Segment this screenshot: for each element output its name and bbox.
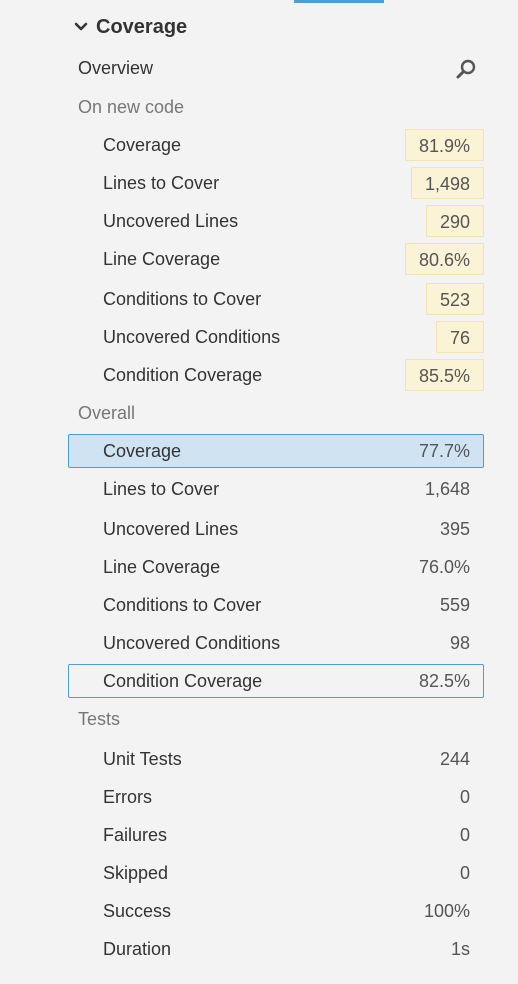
metric-value: 1,648: [424, 479, 470, 499]
metric-value: 290: [425, 205, 484, 237]
metric-row[interactable]: Conditions to Cover 523: [68, 282, 484, 316]
metric-label: Uncovered Lines: [103, 211, 239, 231]
metric-row[interactable]: Errors 0: [68, 780, 484, 814]
metric-label: Line Coverage: [103, 557, 221, 577]
metric-value: 76: [435, 321, 484, 353]
metric-row[interactable]: Coverage 81.9%: [68, 128, 484, 162]
metric-label: Unit Tests: [103, 749, 182, 769]
metric-label: Uncovered Lines: [103, 519, 239, 539]
metric-row[interactable]: Unit Tests 244: [68, 742, 484, 776]
chevron-down-icon[interactable]: [72, 18, 90, 36]
metric-value: 100%: [423, 901, 470, 921]
metric-row[interactable]: Conditions to Cover 559: [68, 588, 484, 622]
metric-value: 82.5%: [418, 671, 470, 691]
metric-label: Condition Coverage: [103, 671, 263, 691]
metric-value: 0: [459, 825, 470, 845]
metric-row[interactable]: Duration 1s: [68, 932, 484, 966]
metric-label: Uncovered Conditions: [103, 327, 281, 347]
metric-value: 559: [439, 595, 470, 615]
metric-value: 85.5%: [404, 359, 484, 391]
metric-label: Skipped: [103, 863, 169, 883]
metric-label: Conditions to Cover: [103, 289, 262, 309]
metric-row[interactable]: Line Coverage 76.0%: [68, 550, 484, 584]
metric-value: 1s: [450, 939, 470, 959]
metric-value: 395: [439, 519, 470, 539]
metric-label: Line Coverage: [103, 249, 221, 269]
metric-label: Uncovered Conditions: [103, 633, 281, 653]
metric-value: 1,498: [410, 167, 484, 199]
section-label-new-code: On new code: [78, 97, 185, 117]
metric-value: 0: [459, 787, 470, 807]
metric-label: Errors: [103, 787, 152, 807]
metric-label: Lines to Cover: [103, 479, 220, 499]
metric-row[interactable]: Lines to Cover 1,648: [68, 472, 484, 506]
metric-row[interactable]: Condition Coverage 85.5%: [68, 358, 484, 392]
metric-row[interactable]: Skipped 0: [68, 856, 484, 890]
metric-row[interactable]: Success 100%: [68, 894, 484, 928]
metric-row-focused[interactable]: Condition Coverage 82.5%: [68, 664, 484, 698]
metric-label: Coverage: [103, 441, 182, 461]
search-icon[interactable]: [454, 57, 478, 81]
overview-label: Overview: [78, 58, 154, 78]
metric-value: 77.7%: [418, 441, 470, 461]
metric-label: Coverage: [103, 135, 182, 155]
metric-row[interactable]: Uncovered Lines 290: [68, 204, 484, 238]
section-label-overall: Overall: [78, 403, 136, 423]
metric-value: 80.6%: [404, 243, 484, 275]
metric-label: Failures: [103, 825, 168, 845]
metric-label: Success: [103, 901, 172, 921]
metric-label: Duration: [103, 939, 172, 959]
coverage-section-header[interactable]: Coverage: [72, 12, 187, 42]
metric-label: Lines to Cover: [103, 173, 220, 193]
metric-row[interactable]: Uncovered Lines 395: [68, 512, 484, 546]
metric-label: Condition Coverage: [103, 365, 263, 385]
metric-row-selected[interactable]: Coverage 77.7%: [68, 434, 484, 468]
metric-value: 0: [459, 863, 470, 883]
metric-value: 81.9%: [404, 129, 484, 161]
active-tab-indicator: [294, 0, 384, 3]
overview-item[interactable]: Overview: [68, 51, 484, 85]
metric-value: 523: [425, 283, 484, 315]
section-label-tests: Tests: [78, 709, 121, 729]
section-title: Coverage: [96, 15, 188, 38]
metric-row[interactable]: Lines to Cover 1,498: [68, 166, 484, 200]
metric-value: 76.0%: [418, 557, 470, 577]
metric-row[interactable]: Line Coverage 80.6%: [68, 242, 484, 276]
metric-label: Conditions to Cover: [103, 595, 262, 615]
metric-row[interactable]: Failures 0: [68, 818, 484, 852]
metric-value: 244: [439, 749, 470, 769]
metric-row[interactable]: Uncovered Conditions 76: [68, 320, 484, 354]
metric-row[interactable]: Uncovered Conditions 98: [68, 626, 484, 660]
metric-value: 98: [449, 633, 470, 653]
